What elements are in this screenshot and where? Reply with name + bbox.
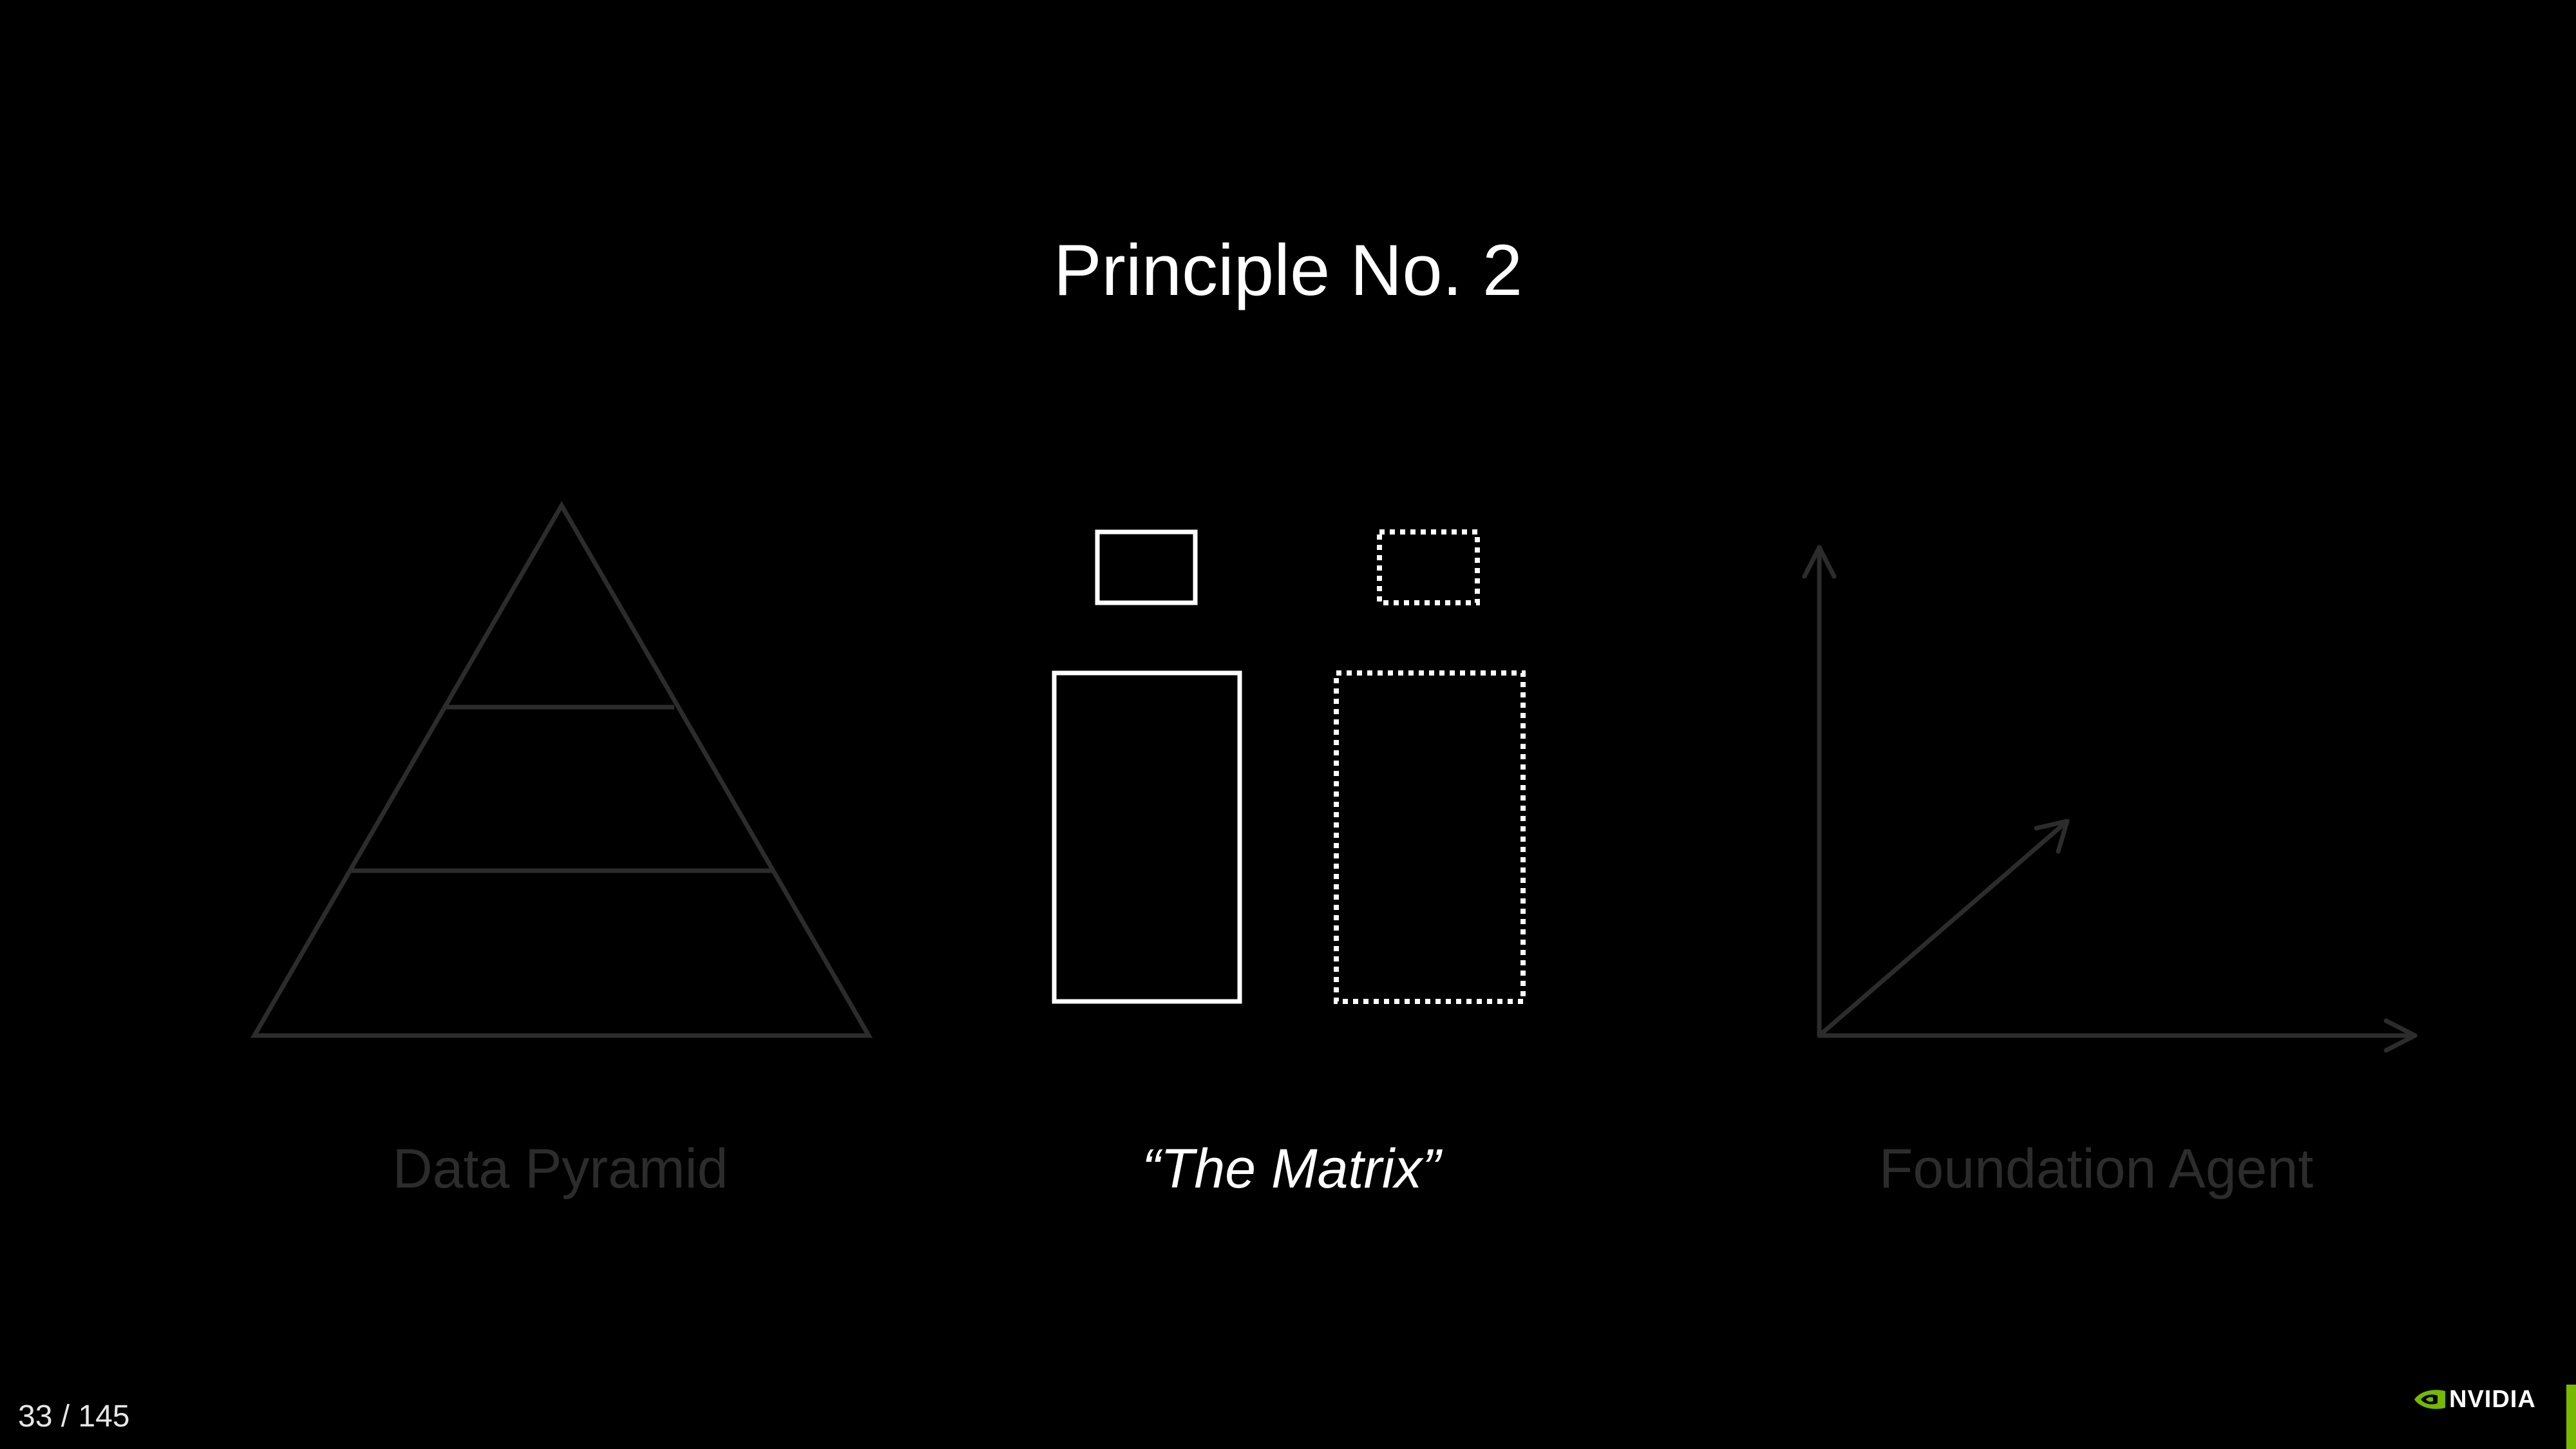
vector-axes-icon xyxy=(1802,545,2418,1053)
brand-accent-bar xyxy=(2566,1385,2576,1449)
diagonal-vector-line xyxy=(1817,819,2070,1038)
x-axis-arrowhead xyxy=(2383,1018,2418,1053)
nvidia-wordmark: NVIDIA xyxy=(2449,1386,2536,1413)
slide-title: Principle No. 2 xyxy=(1053,230,1523,310)
pyramid-outline xyxy=(250,501,873,1038)
matrix-large-box-dotted xyxy=(1334,670,1526,1004)
nvidia-logo: NVIDIA xyxy=(2412,1383,2541,1416)
y-axis-arrowhead xyxy=(1802,545,1837,579)
page-counter: 33 / 145 xyxy=(18,1399,130,1434)
diagonal-vector-arrowhead xyxy=(2034,819,2070,854)
matrix-small-box-solid xyxy=(1095,529,1198,605)
matrix-small-box-dotted xyxy=(1377,529,1480,605)
caption-data-pyramid: Data Pyramid xyxy=(392,1138,728,1200)
nvidia-eye-icon xyxy=(2414,1390,2445,1409)
matrix-large-box-solid xyxy=(1052,670,1242,1004)
caption-foundation-agent: Foundation Agent xyxy=(1879,1138,2314,1200)
data-pyramid-icon xyxy=(250,501,873,1038)
caption-the-matrix: “The Matrix” xyxy=(1142,1138,1441,1200)
matrix-boxes-icon xyxy=(1052,529,1526,1004)
